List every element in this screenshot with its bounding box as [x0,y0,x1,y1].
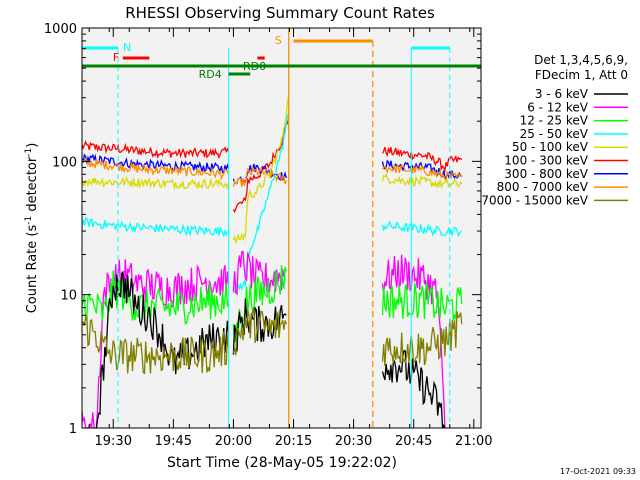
series-line [381,146,463,173]
x-tick-label: 19:30 [95,434,132,449]
legend-label: 50 - 100 keV [512,140,589,154]
x-axis-label: Start Time (28-May-05 19:22:02) [167,455,397,471]
legend-header-2: FDecim 1, Att 0 [535,68,628,82]
series-7000-15000-kev [81,306,463,375]
series-line [381,349,446,429]
annotation-layer: NF S RD4 RD0 [82,28,481,428]
saa-label: S [275,34,282,47]
y-axis-label-mid: detector [25,156,40,216]
series-line [81,139,230,160]
y-axis-label-sup1: -1 [24,216,34,225]
flare-label: F [113,51,119,64]
legend-label: 12 - 25 keV [520,114,589,128]
x-axis: 19:30 19:45 20:00 20:15 20:30 20:45 21:00 [88,28,493,449]
series-line [381,282,463,321]
series-line [81,153,230,174]
legend-label: 800 - 7000 keV [497,180,589,194]
series-line [381,311,463,366]
y-axis-label-main: Count Rate (s [25,225,40,314]
series-line [381,254,446,429]
data-layer [81,95,463,429]
x-tick-label: 20:45 [395,434,432,449]
rd0-label: RD0 [243,60,266,73]
y-tick-label: 1 [69,422,77,437]
series-line [381,220,463,238]
series-line [232,298,287,355]
series-line [81,157,230,181]
series-line [232,165,287,188]
rd4-label: RD4 [199,68,222,81]
legend: Det 1,3,4,5,6,9, FDecim 1, Att 0 3 - 6 k… [481,53,628,207]
series-line [81,217,230,239]
y-axis-label-end: ) [25,143,40,148]
y-tick-label: 1000 [44,22,77,37]
legend-label: 6 - 12 keV [527,100,589,114]
footer-date: 17-Oct-2021 09:33 [560,467,636,476]
x-tick-label: 20:00 [215,434,252,449]
legend-label: 25 - 50 keV [520,127,589,141]
series-25-50-kev [81,112,463,294]
legend-label: 3 - 6 keV [535,87,589,101]
series-line [232,95,290,245]
series-line [381,163,463,183]
night-label: N [123,41,131,54]
series-line [232,112,290,294]
y-axis-label-sup2: -1 [24,148,34,157]
series-line [81,259,230,429]
series-50-100-kev [81,95,463,245]
series-line [232,306,287,356]
x-tick-label: 21:00 [455,434,492,449]
series-800-7000-kev [81,157,463,188]
legend-label: 100 - 300 keV [504,154,588,168]
series-line [81,175,230,191]
x-tick-label: 20:15 [275,434,312,449]
y-axis-label: Count Rate (s-1 detector-1) [24,143,40,314]
legend-label: 300 - 800 keV [504,167,588,181]
legend-header-1: Det 1,3,4,5,6,9, [534,53,628,67]
y-axis: 1 10 100 1000 [44,22,481,437]
x-tick-label: 19:45 [155,434,192,449]
y-tick-label: 100 [52,155,77,170]
x-tick-label: 20:30 [335,434,372,449]
plot-frame [81,27,482,429]
series-line [381,172,463,189]
y-tick-label: 10 [60,289,77,304]
series-line [81,315,230,375]
legend-label: 7000 - 15000 keV [481,193,588,207]
chart-title: RHESSI Observing Summary Count Rates [125,4,435,22]
